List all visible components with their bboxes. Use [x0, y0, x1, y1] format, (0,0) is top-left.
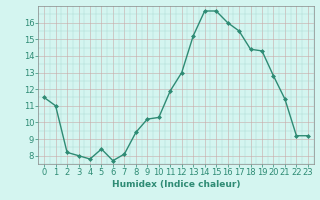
X-axis label: Humidex (Indice chaleur): Humidex (Indice chaleur)	[112, 180, 240, 189]
